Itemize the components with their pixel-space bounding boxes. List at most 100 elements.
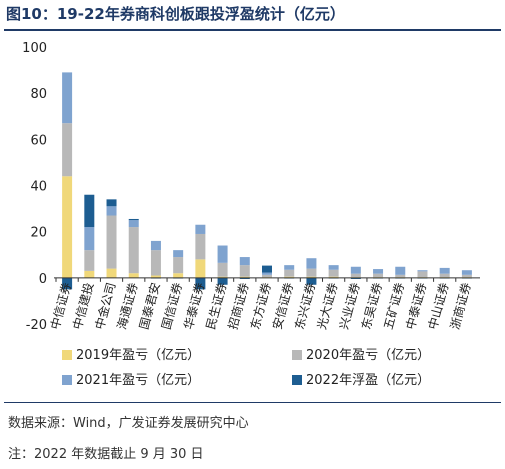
y-tick-label: 40 <box>30 180 47 195</box>
x-tick-label-group: 招商证券 <box>225 281 252 331</box>
bar-segment-1 <box>217 276 228 278</box>
title-underline <box>4 29 501 31</box>
bar-segment-2 <box>128 227 139 274</box>
x-tick-label-group: 东吴证券 <box>358 281 385 331</box>
bar-segment-2 <box>217 262 228 277</box>
y-tick-label: 100 <box>22 41 47 56</box>
bar-segment-4 <box>84 194 95 228</box>
bar-segment-4 <box>306 277 317 285</box>
bar-segment-3 <box>239 257 250 266</box>
bar-segment-1 <box>128 273 139 278</box>
y-tick-label: 60 <box>30 133 47 148</box>
bar-segment-1 <box>239 276 250 278</box>
x-tick-label: 光大证券 <box>314 281 341 331</box>
bar-segment-3 <box>373 269 384 274</box>
y-axis: -20 0 20 40 60 80 100 <box>22 41 47 333</box>
x-tick-label-group: 安信证券 <box>269 281 296 331</box>
x-tick-label: 海通证券 <box>114 281 141 331</box>
x-tick-label: 中泰证券 <box>402 281 429 331</box>
legend: 2019年盈亏（亿元） 2020年盈亏（亿元） 2021年盈亏（亿元） 2022年浮盈… <box>62 348 430 388</box>
x-tick-label-group: 民生证券 <box>203 281 230 331</box>
bar-segment-2 <box>84 250 95 271</box>
x-tick-label: 兴业证券 <box>336 281 363 331</box>
bar-segment-3 <box>173 250 184 258</box>
x-tick-label-group: 五矿证券 <box>380 281 407 331</box>
x-tick-label-group: 国泰君安 <box>136 281 163 331</box>
bar-segment-2 <box>461 274 472 278</box>
bar-segment-3 <box>350 266 361 274</box>
bar-segment-2 <box>306 268 317 277</box>
chart-title: 图10：19-22年券商科创板跟投浮盈统计（亿元） <box>6 5 345 23</box>
y-tick-label: 0 <box>39 272 47 287</box>
bar-segment-1 <box>150 275 161 278</box>
x-tick-label: 安信证券 <box>269 281 296 331</box>
bar-segment-3 <box>62 72 73 124</box>
stacked-bar-chart: -20 0 20 40 60 80 100 中信证券中信建投中金公司海通证券国泰君安国信证券… <box>22 41 480 388</box>
bar-segment-1 <box>173 273 184 278</box>
bar-segment-3 <box>284 265 295 270</box>
bar-segment-2 <box>195 233 206 260</box>
bar-segment-2 <box>106 215 117 269</box>
bar-segment-2 <box>173 257 184 274</box>
x-tick-label: 民生证券 <box>203 281 230 331</box>
bar-segment-1 <box>306 276 317 278</box>
y-tick-label: 80 <box>30 87 47 102</box>
x-tick-label-group: 东兴证券 <box>291 281 318 331</box>
legend-label: 2021年盈亏（亿元） <box>76 373 200 388</box>
x-tick-label-group: 光大证券 <box>314 281 341 331</box>
bar-segment-2 <box>373 273 384 278</box>
x-tick-label: 中山证券 <box>425 281 452 331</box>
bar-segment-3 <box>84 227 95 251</box>
bar-segment-3 <box>128 220 139 228</box>
bar-segment-4 <box>239 277 250 279</box>
x-tick-label: 招商证券 <box>225 281 252 331</box>
bar-segment-4 <box>195 277 206 290</box>
x-tick-label: 浙商证券 <box>447 281 474 331</box>
bar-segment-3 <box>328 265 339 270</box>
bar-segment-2 <box>262 274 272 278</box>
bar-segment-2 <box>239 265 250 277</box>
bar-segment-4 <box>106 199 117 207</box>
data-source-note: 数据来源：Wind，广发证券发展研究中心 <box>8 416 249 431</box>
bar-segment-3 <box>461 270 472 275</box>
bar-segment-3 <box>195 224 206 234</box>
x-tick-label-group: 中金公司 <box>92 281 119 331</box>
y-tick-label: -20 <box>26 318 47 333</box>
footnote: 注：2022 年数据截止 9 月 30 日 <box>8 447 204 462</box>
bar-segment-1 <box>284 276 295 278</box>
bar-segment-2 <box>150 250 161 276</box>
x-tick-label: 中金公司 <box>92 281 119 331</box>
x-tick-label-group: 海通证券 <box>114 281 141 331</box>
bar-segment-4 <box>217 277 228 285</box>
bar-segment-4 <box>350 277 361 279</box>
bar-segment-1 <box>195 259 206 278</box>
x-tick-label-group: 中山证券 <box>425 281 452 331</box>
bar-segment-1 <box>328 276 339 278</box>
bar-segment-2 <box>284 269 295 277</box>
footer-divider <box>4 402 501 403</box>
legend-swatch <box>62 375 72 385</box>
bar-segment-3 <box>217 245 228 263</box>
x-tick-label-group: 浙商证券 <box>447 281 474 331</box>
bar-segment-1 <box>84 270 95 278</box>
x-tick-label-group: 中信证券 <box>47 281 74 331</box>
x-tick-label: 国泰君安 <box>136 281 163 331</box>
legend-swatch <box>62 350 72 360</box>
bar-segment-2 <box>62 123 73 177</box>
bar-segment-3 <box>395 266 406 275</box>
bar-segment-2 <box>417 271 428 278</box>
bar-segment-1 <box>106 268 117 278</box>
legend-label: 2022年浮盈（亿元） <box>306 373 430 388</box>
x-tick-label: 东吴证券 <box>358 281 385 331</box>
bar-segment-3 <box>417 270 428 272</box>
bar-segment-3 <box>106 206 117 216</box>
bar-segment-4 <box>262 265 272 273</box>
bar-segment-4 <box>128 218 139 221</box>
legend-label: 2020年盈亏（亿元） <box>306 348 430 363</box>
legend-label: 2019年盈亏（亿元） <box>76 348 200 363</box>
bars <box>62 72 472 290</box>
bar-segment-2 <box>350 273 361 278</box>
x-tick-label-group: 东方证券 <box>247 281 274 331</box>
bar-segment-3 <box>439 267 450 274</box>
x-tick-label: 华泰证券 <box>180 281 207 331</box>
